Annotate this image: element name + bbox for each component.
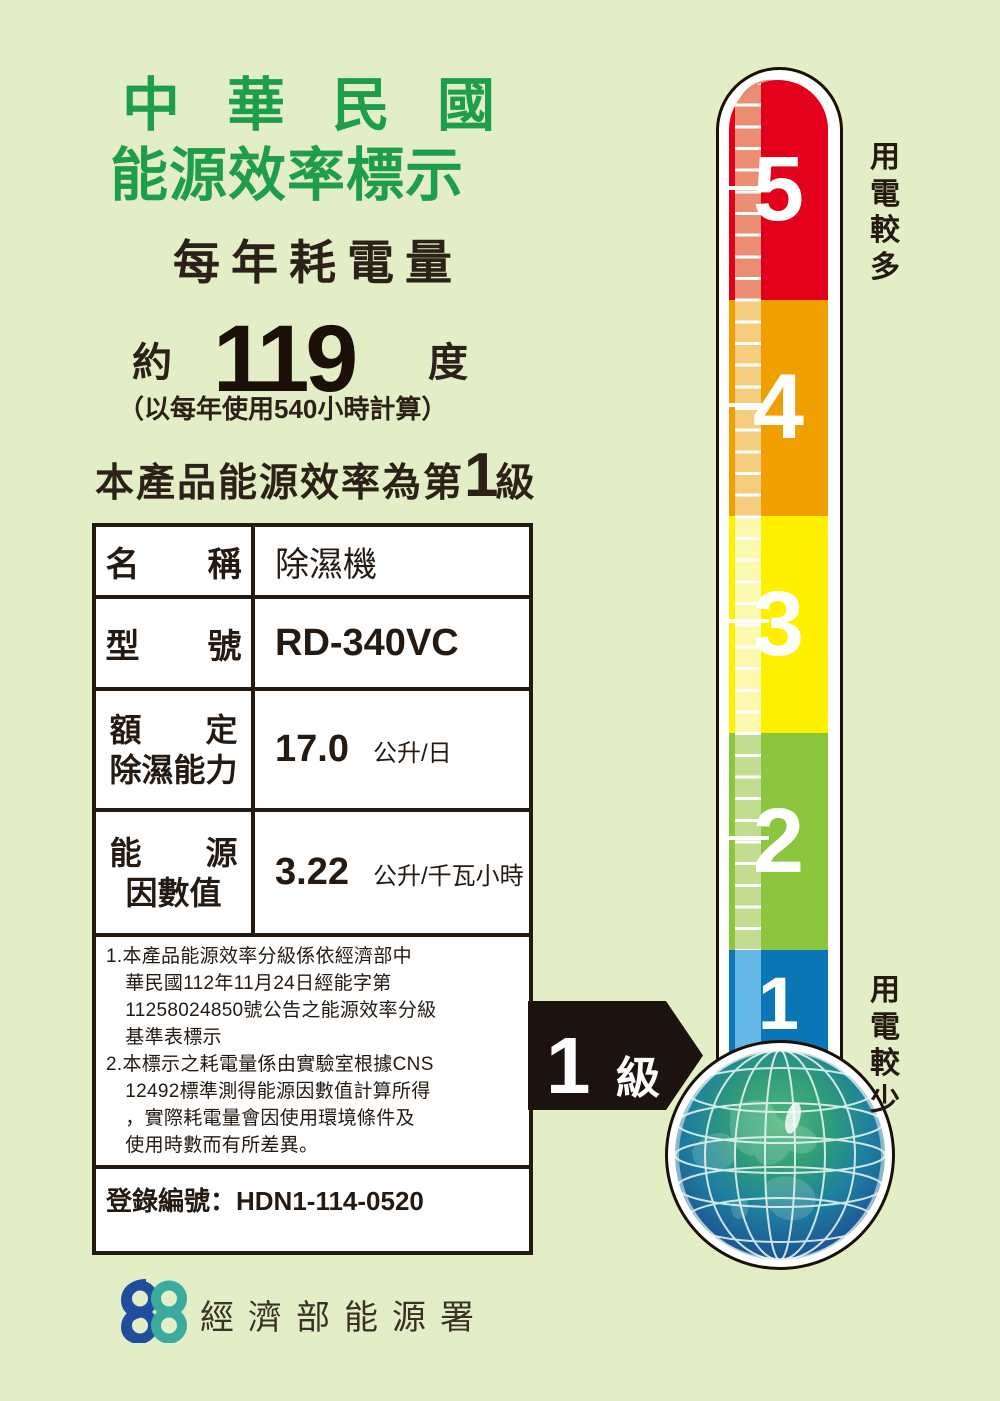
svg-text:1: 1 bbox=[546, 1021, 591, 1110]
svg-text:級: 級 bbox=[616, 1054, 660, 1103]
